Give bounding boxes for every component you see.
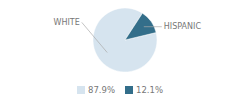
legend-item: 12.1%	[125, 85, 163, 95]
annotations: WHITE HISPANIC	[54, 18, 202, 53]
legend-swatch	[77, 86, 85, 94]
chart: WHITE HISPANIC 87.9% 12.1%	[0, 0, 240, 100]
legend-label: 87.9%	[88, 85, 115, 95]
legend-label: 12.1%	[136, 85, 163, 95]
leader-line	[82, 22, 107, 52]
leader-line	[144, 26, 162, 27]
pie	[93, 8, 157, 72]
annotation: HISPANIC	[164, 22, 202, 31]
legend-item: 87.9%	[77, 85, 115, 95]
annotation: WHITE	[54, 18, 80, 27]
legend: 87.9% 12.1%	[77, 85, 163, 95]
legend-swatch	[125, 86, 133, 94]
slice	[93, 8, 157, 72]
